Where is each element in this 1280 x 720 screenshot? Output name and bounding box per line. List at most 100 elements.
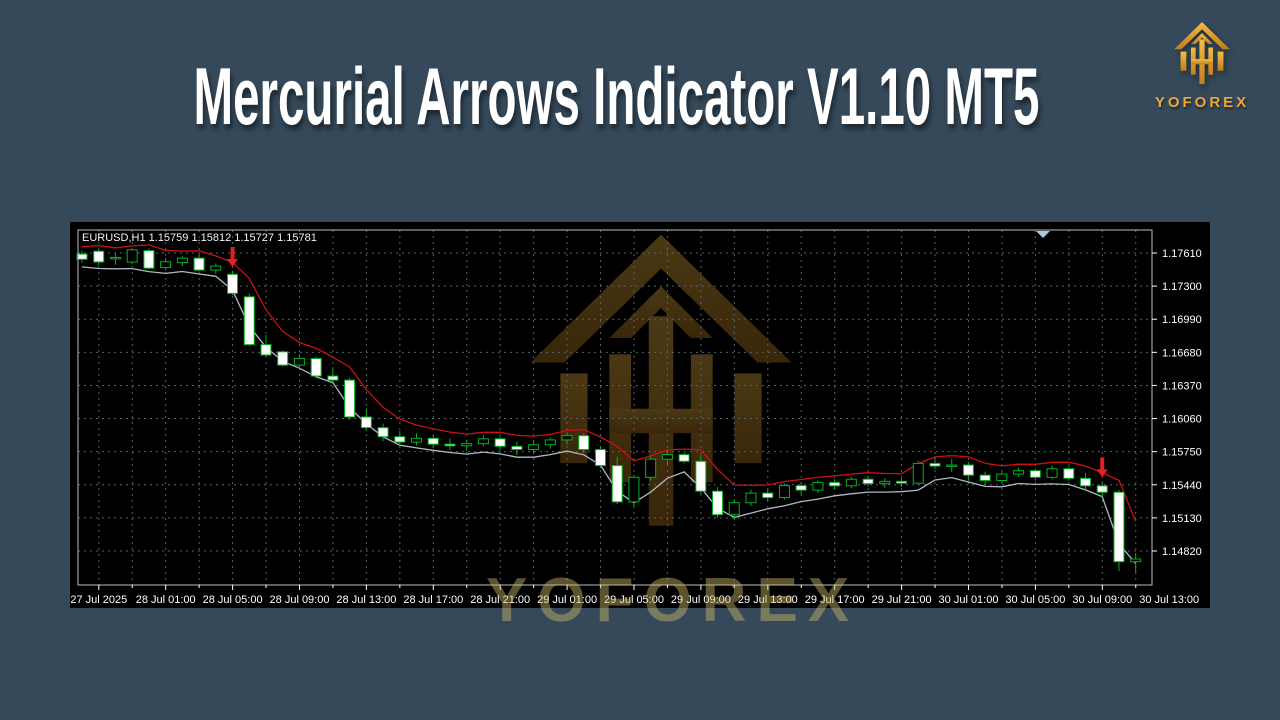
- time-tick-label: 29 Jul 21:00: [872, 594, 932, 606]
- bear-candle: [979, 474, 991, 482]
- upper-band-line: [81, 244, 1137, 522]
- bear-candle: [193, 257, 205, 271]
- bear-candle: [360, 416, 372, 429]
- time-tick-label: 28 Jul 21:00: [470, 594, 530, 606]
- bear-candle: [444, 443, 456, 447]
- bear-candle: [260, 344, 272, 356]
- bull-candle: [661, 454, 673, 460]
- time-tick-label: 28 Jul 13:00: [336, 594, 396, 606]
- bull-candle: [812, 481, 824, 491]
- bull-candle: [411, 437, 422, 443]
- bull-candle: [946, 464, 958, 467]
- bear-candle: [143, 250, 155, 269]
- time-tick-label: 28 Jul 17:00: [403, 594, 463, 606]
- bear-candle: [611, 465, 623, 503]
- bear-candle: [1080, 477, 1091, 487]
- bull-candle: [645, 458, 657, 478]
- bear-candle: [678, 454, 690, 462]
- bull-candle: [728, 502, 740, 516]
- bull-candle: [477, 438, 489, 445]
- brand-logo: YOFOREX: [1140, 22, 1264, 111]
- time-tick-label: 28 Jul 05:00: [203, 594, 263, 606]
- price-tick-label: 1.15440: [1162, 480, 1202, 492]
- bear-candle: [76, 253, 88, 260]
- bull-candle: [778, 485, 790, 499]
- time-tick-label: 30 Jul 05:00: [1005, 594, 1065, 606]
- bull-candle: [1013, 470, 1025, 475]
- bear-candle: [962, 464, 974, 476]
- time-tick-label: 29 Jul 01:00: [537, 594, 597, 606]
- plot-border: [77, 229, 1153, 586]
- bear-candle: [695, 460, 707, 492]
- mt5-chart-window: 1.17610 1.17300 1.16990 1.16680 1.16370 1.160…: [70, 222, 1210, 608]
- bear-candle: [93, 250, 105, 263]
- bear-candle: [427, 437, 439, 445]
- time-tick-label: 29 Jul 09:00: [671, 594, 731, 606]
- bear-candle: [511, 445, 523, 451]
- bear-candle: [310, 358, 322, 377]
- bear-candle: [929, 462, 941, 467]
- lower-band-line: [81, 266, 1137, 565]
- price-tick-label: 1.16680: [1162, 347, 1202, 359]
- time-tick-label: 30 Jul 09:00: [1072, 594, 1132, 606]
- price-tick-label: 1.17300: [1162, 281, 1202, 293]
- bear-candle: [377, 427, 389, 438]
- bull-candle: [126, 249, 138, 263]
- bear-candle: [594, 449, 606, 467]
- time-tick-label: 30 Jul 01:00: [939, 594, 999, 606]
- candles: [76, 248, 1142, 573]
- page-title: Mercurial Arrows Indicator V1.10 MT5: [0, 51, 1232, 141]
- bull-candle: [461, 443, 473, 447]
- bull-candle: [528, 444, 540, 451]
- bull-candle: [1130, 558, 1142, 563]
- time-tick-label: 29 Jul 17:00: [805, 594, 865, 606]
- bear-candle: [344, 379, 356, 418]
- brand-logo-text: YOFOREX: [1154, 94, 1250, 111]
- bull-candle: [561, 435, 573, 441]
- bull-candle: [745, 492, 757, 504]
- price-tick-label: 1.17610: [1162, 248, 1202, 260]
- bull-candle: [879, 480, 891, 485]
- bear-candle: [327, 375, 339, 381]
- bear-candle: [829, 481, 841, 487]
- bull-candle: [109, 256, 121, 260]
- price-tick-label: 1.16370: [1162, 380, 1202, 392]
- time-tick-label: 29 Jul 13:00: [738, 594, 798, 606]
- bear-candle: [795, 485, 807, 491]
- bear-candle: [1113, 491, 1125, 563]
- bull-candle: [845, 478, 857, 487]
- bear-candle: [1063, 468, 1075, 479]
- price-axis: 1.17610 1.17300 1.16990 1.16680 1.16370 1.160…: [1152, 248, 1202, 558]
- bear-candle: [227, 273, 239, 294]
- yoforex-logo-icon: [1174, 22, 1230, 85]
- bull-candle: [628, 476, 640, 503]
- grid: [78, 230, 1152, 585]
- time-tick-label: 28 Jul 01:00: [136, 594, 196, 606]
- time-tick-label: 29 Jul 05:00: [604, 594, 664, 606]
- bear-candle: [1029, 470, 1041, 478]
- price-tick-label: 1.15750: [1162, 447, 1202, 459]
- bull-candle: [160, 261, 172, 268]
- bear-candle: [243, 296, 255, 346]
- sell-arrow-icon: [227, 246, 239, 267]
- price-tick-label: 1.16990: [1162, 314, 1202, 326]
- time-tick-label: 27 Jul 2025: [70, 594, 127, 606]
- bull-candle: [210, 265, 222, 271]
- symbol-ohlc-header: EURUSD,H1 1.15759 1.15812 1.15727 1.1578…: [82, 232, 317, 244]
- bear-candle: [712, 490, 724, 516]
- candlestick-chart[interactable]: 1.17610 1.17300 1.16990 1.16680 1.16370 1.160…: [70, 222, 1210, 608]
- time-axis: 27 Jul 2025 28 Jul 01:00 28 Jul 05:00 28 Ju…: [70, 585, 1199, 606]
- time-tick-label: 30 Jul 13:00: [1139, 594, 1199, 606]
- bear-candle: [277, 351, 289, 366]
- sell-arrow-icon: [1096, 457, 1108, 478]
- bear-candle: [1096, 485, 1108, 493]
- bear-candle: [494, 438, 506, 447]
- bull-candle: [293, 358, 305, 366]
- bull-candle: [544, 439, 556, 446]
- bear-candle: [394, 436, 406, 443]
- page-title-text: Mercurial Arrows Indicator V1.10 MT5: [193, 50, 1039, 142]
- chart-shift-marker: [1036, 231, 1050, 238]
- price-tick-label: 1.15130: [1162, 513, 1202, 525]
- bear-candle: [578, 435, 590, 451]
